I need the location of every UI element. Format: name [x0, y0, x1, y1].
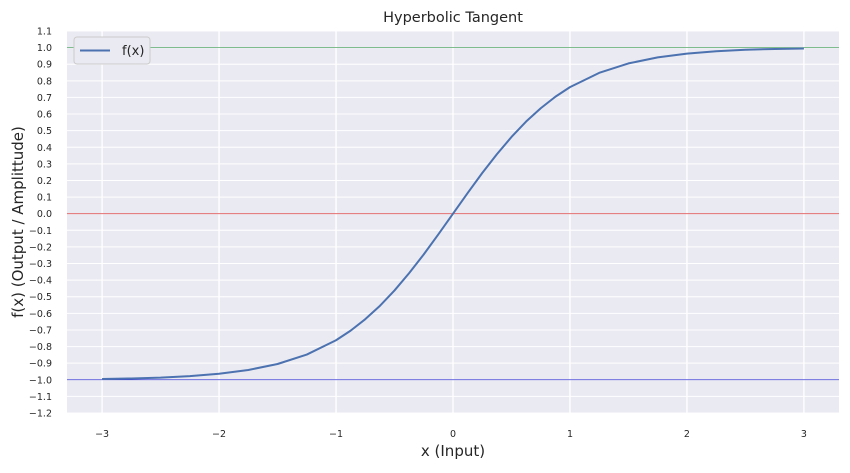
y-tick-label: −0.2: [29, 242, 52, 253]
y-tick-label: −0.9: [29, 359, 52, 370]
y-tick-label: −0.7: [29, 325, 52, 336]
y-tick-label: 0.2: [37, 176, 52, 187]
y-tick-label: 1.0: [37, 43, 52, 54]
legend: f(x): [73, 36, 151, 65]
y-tick-label: 0.7: [37, 93, 52, 104]
x-tick-label: −2: [212, 429, 226, 440]
y-tick-label: −1.0: [29, 375, 52, 386]
x-tick-label: 1: [567, 429, 573, 440]
y-tick-label: −0.1: [29, 226, 52, 237]
y-tick-label: −0.5: [29, 292, 52, 303]
x-tick-label: 0: [450, 429, 456, 440]
y-tick-label: −0.6: [29, 309, 52, 320]
y-tick-label: 0.6: [37, 110, 52, 121]
y-tick-label: 0.3: [37, 159, 52, 170]
legend-box: [73, 36, 151, 65]
y-tick-label: 0.4: [37, 143, 52, 154]
series-line-f-x: [102, 47, 804, 380]
y-tick-label: −0.4: [29, 276, 52, 287]
y-tick-label: 0.5: [37, 126, 52, 137]
y-tick-label: 1.1: [37, 27, 52, 38]
y-tick-label: −0.3: [29, 259, 52, 270]
y-tick-label: 0.8: [37, 76, 52, 87]
y-tick-label: −0.8: [29, 342, 52, 353]
y-tick-label: −1.1: [29, 392, 52, 403]
y-tick-label: 0.1: [37, 193, 52, 204]
x-tick-labels: −3 −2 −1 0 1 2 3: [95, 429, 807, 440]
x-axis-label: x (Input): [421, 442, 485, 460]
legend-label-f-x: f(x): [122, 44, 144, 59]
x-tick-label: 2: [684, 429, 690, 440]
series-layer: [102, 47, 804, 380]
x-tick-label: 3: [801, 429, 807, 440]
y-tick-label: 0.0: [37, 209, 52, 220]
x-tick-label: −1: [329, 429, 343, 440]
x-tick-label: −3: [95, 429, 109, 440]
y-tick-label: 0.9: [37, 60, 52, 71]
y-tick-label: −1.2: [29, 409, 52, 420]
y-tick-labels: 1.1 1.0 0.9 0.8 0.7 0.6 0.5 0.4 0.3 0.2 0.1 0.0 −0.1…: [29, 27, 52, 420]
chart-title: Hyperbolic Tangent: [383, 10, 523, 26]
y-axis-label: f(x) (Output / Amplittude): [9, 126, 27, 318]
